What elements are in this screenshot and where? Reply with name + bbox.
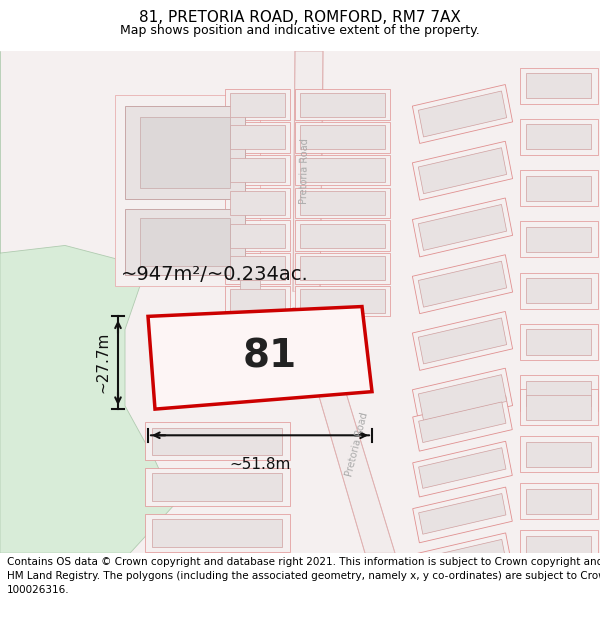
Bar: [526, 227, 591, 252]
Bar: [419, 494, 506, 534]
Bar: [413, 441, 512, 497]
Bar: [152, 428, 282, 455]
Bar: [412, 311, 512, 371]
Polygon shape: [295, 221, 390, 251]
Bar: [520, 389, 598, 426]
Bar: [419, 539, 506, 580]
Text: 81, PRETORIA ROAD, ROMFORD, RM7 7AX: 81, PRETORIA ROAD, ROMFORD, RM7 7AX: [139, 10, 461, 25]
Bar: [412, 198, 512, 257]
Bar: [413, 396, 512, 451]
Polygon shape: [295, 253, 390, 284]
Polygon shape: [225, 122, 290, 152]
Bar: [230, 158, 285, 182]
Bar: [520, 119, 598, 155]
Text: Pretoria Road: Pretoria Road: [299, 138, 311, 204]
Bar: [526, 395, 591, 420]
Bar: [230, 191, 285, 215]
Text: ~947m²/~0.234ac.: ~947m²/~0.234ac.: [121, 266, 309, 284]
Bar: [230, 224, 285, 248]
Text: Contains OS data © Crown copyright and database right 2021. This information is : Contains OS data © Crown copyright and d…: [7, 557, 600, 595]
Bar: [526, 278, 591, 303]
Text: 81: 81: [243, 338, 297, 376]
Polygon shape: [293, 308, 395, 553]
Bar: [125, 209, 245, 275]
Polygon shape: [295, 286, 390, 316]
Bar: [526, 124, 591, 149]
Bar: [413, 533, 512, 589]
Bar: [140, 117, 230, 188]
Polygon shape: [0, 51, 175, 553]
Text: ~27.7m: ~27.7m: [95, 332, 110, 393]
Bar: [230, 126, 285, 149]
Bar: [418, 204, 506, 251]
Bar: [520, 375, 598, 411]
Bar: [526, 176, 591, 201]
Bar: [230, 256, 285, 281]
Bar: [526, 536, 591, 561]
Bar: [418, 91, 506, 137]
Bar: [526, 329, 591, 354]
Bar: [230, 289, 285, 313]
Polygon shape: [145, 422, 290, 461]
Bar: [526, 489, 591, 514]
Bar: [520, 68, 598, 104]
Polygon shape: [225, 221, 290, 251]
Bar: [520, 221, 598, 258]
Polygon shape: [240, 281, 260, 297]
Bar: [418, 148, 506, 194]
Polygon shape: [115, 95, 260, 286]
Polygon shape: [225, 89, 290, 120]
Polygon shape: [148, 306, 372, 409]
Bar: [419, 448, 506, 488]
Polygon shape: [293, 51, 323, 291]
Bar: [230, 92, 285, 117]
Text: ~51.8m: ~51.8m: [229, 457, 290, 472]
Bar: [526, 442, 591, 467]
Polygon shape: [295, 122, 390, 152]
Bar: [412, 84, 512, 143]
Polygon shape: [295, 155, 390, 186]
Bar: [520, 436, 598, 472]
Polygon shape: [295, 188, 390, 218]
Bar: [520, 530, 598, 566]
Polygon shape: [145, 514, 290, 552]
Bar: [300, 256, 385, 281]
Bar: [140, 218, 230, 266]
Bar: [412, 255, 512, 314]
Polygon shape: [295, 89, 390, 120]
Text: Map shows position and indicative extent of the property.: Map shows position and indicative extent…: [120, 24, 480, 37]
Bar: [412, 368, 512, 427]
Bar: [418, 374, 506, 421]
Bar: [418, 318, 506, 364]
Bar: [520, 324, 598, 360]
Bar: [520, 483, 598, 519]
Bar: [520, 272, 598, 309]
Bar: [300, 158, 385, 182]
Bar: [125, 106, 245, 199]
Bar: [526, 73, 591, 98]
Bar: [300, 126, 385, 149]
Bar: [418, 261, 506, 307]
Polygon shape: [225, 155, 290, 186]
Polygon shape: [225, 188, 290, 218]
Bar: [152, 519, 282, 547]
Text: Pretoria Road: Pretoria Road: [344, 411, 370, 477]
Polygon shape: [225, 286, 290, 316]
Polygon shape: [145, 468, 290, 506]
Bar: [300, 92, 385, 117]
Bar: [152, 474, 282, 501]
Bar: [520, 170, 598, 206]
Bar: [526, 381, 591, 406]
Bar: [413, 487, 512, 542]
Bar: [300, 289, 385, 313]
Bar: [300, 191, 385, 215]
Polygon shape: [225, 253, 290, 284]
Bar: [419, 402, 506, 442]
Bar: [412, 141, 512, 200]
Bar: [300, 224, 385, 248]
